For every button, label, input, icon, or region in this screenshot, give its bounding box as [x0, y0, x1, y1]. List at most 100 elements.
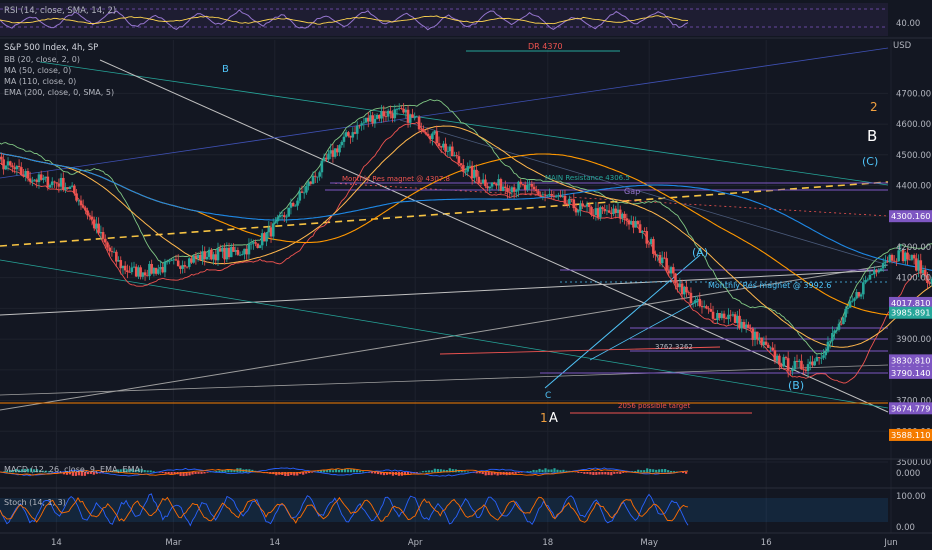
candle[interactable]: [424, 132, 428, 134]
candle[interactable]: [31, 180, 34, 182]
candle[interactable]: [904, 252, 907, 262]
candle[interactable]: [917, 260, 920, 271]
candle[interactable]: [280, 215, 284, 216]
candle[interactable]: [488, 186, 492, 189]
candle[interactable]: [422, 129, 425, 133]
candle[interactable]: [915, 258, 918, 271]
candle[interactable]: [168, 260, 171, 262]
candle[interactable]: [537, 191, 540, 195]
candle[interactable]: [393, 109, 397, 119]
candle[interactable]: [499, 179, 503, 192]
candle[interactable]: [705, 306, 708, 309]
candle[interactable]: [243, 248, 246, 255]
candle[interactable]: [592, 214, 595, 216]
candle[interactable]: [634, 221, 637, 228]
candle[interactable]: [702, 306, 706, 308]
candle[interactable]: [331, 150, 335, 157]
candle[interactable]: [316, 176, 319, 178]
candle[interactable]: [366, 117, 370, 122]
candle[interactable]: [700, 306, 704, 308]
candle[interactable]: [713, 318, 717, 321]
candle[interactable]: [101, 232, 105, 239]
candle[interactable]: [267, 227, 271, 233]
candle[interactable]: [848, 301, 852, 308]
candle[interactable]: [11, 165, 14, 168]
candle[interactable]: [773, 350, 777, 361]
candle[interactable]: [181, 265, 184, 269]
candle[interactable]: [119, 260, 123, 269]
candle[interactable]: [415, 116, 419, 118]
candle[interactable]: [928, 282, 931, 284]
candle[interactable]: [629, 221, 633, 225]
candle[interactable]: [61, 177, 65, 190]
candle[interactable]: [645, 231, 649, 244]
candle[interactable]: [855, 292, 858, 299]
candle[interactable]: [437, 143, 441, 147]
candle[interactable]: [110, 251, 114, 253]
candle[interactable]: [603, 208, 607, 212]
candle[interactable]: [831, 332, 834, 341]
candle[interactable]: [6, 161, 10, 166]
candle[interactable]: [747, 324, 750, 329]
legend-ema200[interactable]: EMA (200, close, 0, SMA, 5): [4, 88, 114, 97]
candle[interactable]: [404, 109, 408, 113]
candle[interactable]: [373, 118, 377, 124]
candle[interactable]: [384, 116, 388, 118]
candle[interactable]: [307, 181, 310, 187]
candle[interactable]: [643, 230, 646, 232]
candle[interactable]: [906, 252, 909, 260]
candle[interactable]: [636, 221, 640, 225]
candle[interactable]: [899, 250, 903, 251]
candle[interactable]: [835, 329, 839, 331]
candle[interactable]: [347, 132, 350, 136]
candle[interactable]: [804, 369, 808, 371]
candle[interactable]: [362, 122, 366, 124]
candle[interactable]: [663, 257, 666, 259]
candle[interactable]: [826, 341, 830, 352]
candle[interactable]: [320, 160, 324, 173]
candle[interactable]: [130, 267, 134, 273]
candle[interactable]: [665, 258, 668, 271]
candle[interactable]: [285, 216, 288, 218]
candle[interactable]: [66, 187, 70, 190]
candle[interactable]: [680, 283, 684, 295]
candle[interactable]: [824, 351, 828, 356]
candle[interactable]: [565, 203, 569, 205]
candle[interactable]: [862, 282, 865, 295]
candle[interactable]: [897, 250, 900, 262]
candle[interactable]: [886, 261, 889, 263]
candle[interactable]: [353, 132, 357, 134]
candle[interactable]: [103, 238, 107, 243]
candle[interactable]: [545, 195, 549, 196]
candle[interactable]: [890, 254, 894, 261]
candle[interactable]: [344, 132, 348, 137]
candle[interactable]: [256, 243, 260, 248]
candle[interactable]: [247, 244, 251, 255]
candle[interactable]: [397, 108, 401, 109]
candle[interactable]: [252, 242, 255, 244]
candle[interactable]: [457, 156, 461, 164]
candle[interactable]: [568, 198, 571, 205]
candle[interactable]: [563, 195, 567, 204]
candle[interactable]: [561, 195, 565, 197]
candle[interactable]: [694, 300, 697, 303]
candle[interactable]: [685, 286, 688, 293]
candle[interactable]: [888, 254, 892, 262]
candle[interactable]: [921, 269, 925, 273]
candle[interactable]: [596, 208, 600, 218]
candle[interactable]: [828, 340, 832, 342]
candle[interactable]: [150, 263, 153, 274]
candle[interactable]: [141, 272, 145, 277]
candle[interactable]: [128, 271, 131, 273]
candle[interactable]: [583, 206, 587, 208]
candle[interactable]: [585, 204, 589, 207]
candle[interactable]: [205, 256, 209, 260]
candle[interactable]: [84, 207, 87, 211]
candle[interactable]: [459, 163, 463, 166]
candle[interactable]: [391, 113, 394, 119]
candle[interactable]: [358, 125, 361, 127]
candle[interactable]: [406, 109, 410, 123]
candle[interactable]: [81, 205, 85, 208]
legend[interactable]: S&P 500 Index, 4h, SP BB (20, close, 2, …: [4, 43, 114, 97]
candle[interactable]: [121, 265, 125, 269]
